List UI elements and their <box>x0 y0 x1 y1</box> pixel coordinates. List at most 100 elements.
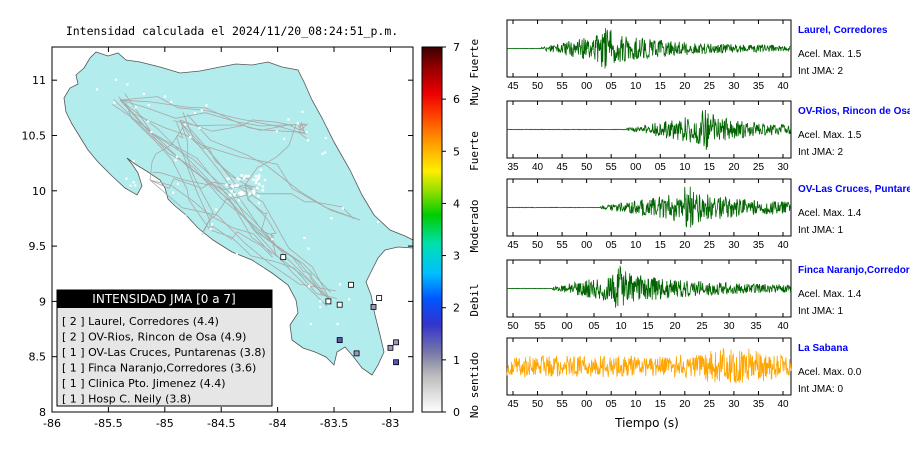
legend-item: [ 2 ] OV-Rios, Rincon de Osa (4.9) <box>62 331 246 344</box>
town-point <box>150 130 153 134</box>
waveform-panel: 45 50 55 00 05 10 15 20 25 30 35 40 Laurel, Corredor… <box>506 19 888 92</box>
town-point <box>125 177 128 180</box>
town-point <box>176 182 180 186</box>
map-x-tick-label: -84.5 <box>207 417 235 430</box>
town-point <box>209 228 212 231</box>
colorbar-ticks: 0 1 2 3 4 5 6 7 <box>442 41 460 419</box>
road-line <box>244 184 354 220</box>
road-line <box>118 96 281 251</box>
town-point <box>283 137 286 140</box>
map-y-tick-label: 8.5 <box>29 351 47 364</box>
station-int-jma: Int JMA: 0 <box>798 384 843 395</box>
waveform-tick-label: 55 <box>534 321 546 332</box>
waveform-tick-label: 50 <box>581 162 593 173</box>
intensity-legend: INTENSIDAD JMA [0 a 7] [ 2 ] Laurel, Cor… <box>56 289 273 407</box>
waveform-tick-label: 40 <box>777 81 789 92</box>
town-point <box>323 151 327 154</box>
waveform-tick-label: 25 <box>753 162 765 173</box>
town-point <box>95 88 99 91</box>
road-line <box>244 184 274 247</box>
town-point <box>174 159 177 162</box>
waveform-tick-label: 40 <box>777 321 789 332</box>
waveform-tick-label: 15 <box>704 162 716 173</box>
waveform-tick-label: 10 <box>615 321 627 332</box>
waveform-tick-label: 30 <box>728 81 740 92</box>
town-point <box>113 101 116 104</box>
town-point <box>160 192 163 196</box>
town-point <box>231 185 235 188</box>
waveform-tick-label: 55 <box>557 399 569 410</box>
town-point <box>200 109 203 112</box>
waveform-tick-label: 35 <box>753 240 765 251</box>
time-axis-label: Tiempo (s) <box>614 416 679 430</box>
town-point <box>238 199 241 202</box>
station-name: OV-Las Cruces, Puntarenas <box>798 184 910 195</box>
colorbar-tick-label: 0 <box>453 406 460 419</box>
town-point <box>306 139 310 142</box>
waveform-panel: 50 55 00 05 10 15 20 25 30 35 40 Finca Naranjo,Corr… <box>506 259 910 332</box>
town-point <box>303 236 306 240</box>
colorbar-level-label: Moderado <box>468 200 481 253</box>
town-point <box>307 247 310 250</box>
waveform-tick-label: 40 <box>777 240 789 251</box>
station-accel-max: Acel. Max. 0.0 <box>798 367 862 378</box>
waveform-tick-label: 00 <box>581 240 593 251</box>
town-point <box>242 176 246 180</box>
waveform-tick-label: 05 <box>606 81 618 92</box>
town-point <box>307 285 311 288</box>
town-point <box>184 123 187 126</box>
waveform-tick-label: 40 <box>532 162 544 173</box>
town-point <box>129 184 132 187</box>
town-point <box>248 192 251 196</box>
town-point <box>259 168 262 171</box>
town-point <box>373 209 377 213</box>
town-point <box>142 92 145 95</box>
colorbar-level-label: No sentido <box>468 352 481 418</box>
waveform-signal <box>506 109 792 150</box>
road-line <box>209 229 338 299</box>
waveform-tick-label: 30 <box>723 321 735 332</box>
town-point <box>237 178 241 181</box>
town-point <box>134 184 137 187</box>
station-marker <box>387 344 394 351</box>
station-accel-max: Acel. Max. 1.5 <box>798 130 862 141</box>
waveform-tick-label: 00 <box>561 321 573 332</box>
town-point <box>163 95 167 98</box>
town-point <box>254 181 258 184</box>
town-point <box>254 175 258 178</box>
waveform-tick-label: 45 <box>507 240 519 251</box>
town-point <box>287 118 290 121</box>
town-point <box>175 155 179 158</box>
station-name: OV-Rios, Rincon de Osa <box>798 106 910 117</box>
colorbar-level-label: Debil <box>468 283 481 316</box>
map-x-axis: -86 -85.5 -85 -84.5 -84 -83.5 -83 <box>43 47 399 430</box>
waveform-tick-label: 50 <box>532 81 544 92</box>
waveform-tick-label: 15 <box>655 399 667 410</box>
legend-item: [ 2 ] Laurel, Corredores (4.4) <box>62 315 219 328</box>
waveform-tick-label: 50 <box>507 321 519 332</box>
colorbar-level-label: Fuerte <box>468 131 481 171</box>
waveform-tick-label: 15 <box>655 81 667 92</box>
town-point <box>247 174 250 178</box>
town-point <box>263 178 267 182</box>
road-network <box>112 93 361 307</box>
waveform-tick-label: 05 <box>588 321 600 332</box>
station-marker <box>393 339 399 346</box>
station-markers <box>280 254 399 366</box>
intensity-colorbar: 0 1 2 3 4 5 6 7 No sentido Debil Moderado Fuerte Mu… <box>421 39 481 419</box>
town-point <box>236 184 239 187</box>
town-point <box>198 126 201 130</box>
map-x-tick-label: -83.5 <box>320 417 348 430</box>
waveform-tick-label: 00 <box>630 162 642 173</box>
colorbar-tick-label: 2 <box>453 302 460 315</box>
waveform-tick-label: 05 <box>606 240 618 251</box>
town-points <box>95 78 392 326</box>
station-name: La Sabana <box>798 343 848 354</box>
town-point <box>180 234 183 237</box>
legend-item: [ 1 ] OV-Las Cruces, Puntarenas (3.8) <box>62 346 266 359</box>
town-point <box>257 177 260 180</box>
station-accel-max: Acel. Max. 1.4 <box>798 289 862 300</box>
waveform-tick-label: 20 <box>728 162 740 173</box>
map-x-tick-label: -86 <box>43 417 61 430</box>
waveform-panel: 45 50 55 00 05 10 15 20 25 30 35 40 La Sabana Acel. M… <box>506 337 862 410</box>
